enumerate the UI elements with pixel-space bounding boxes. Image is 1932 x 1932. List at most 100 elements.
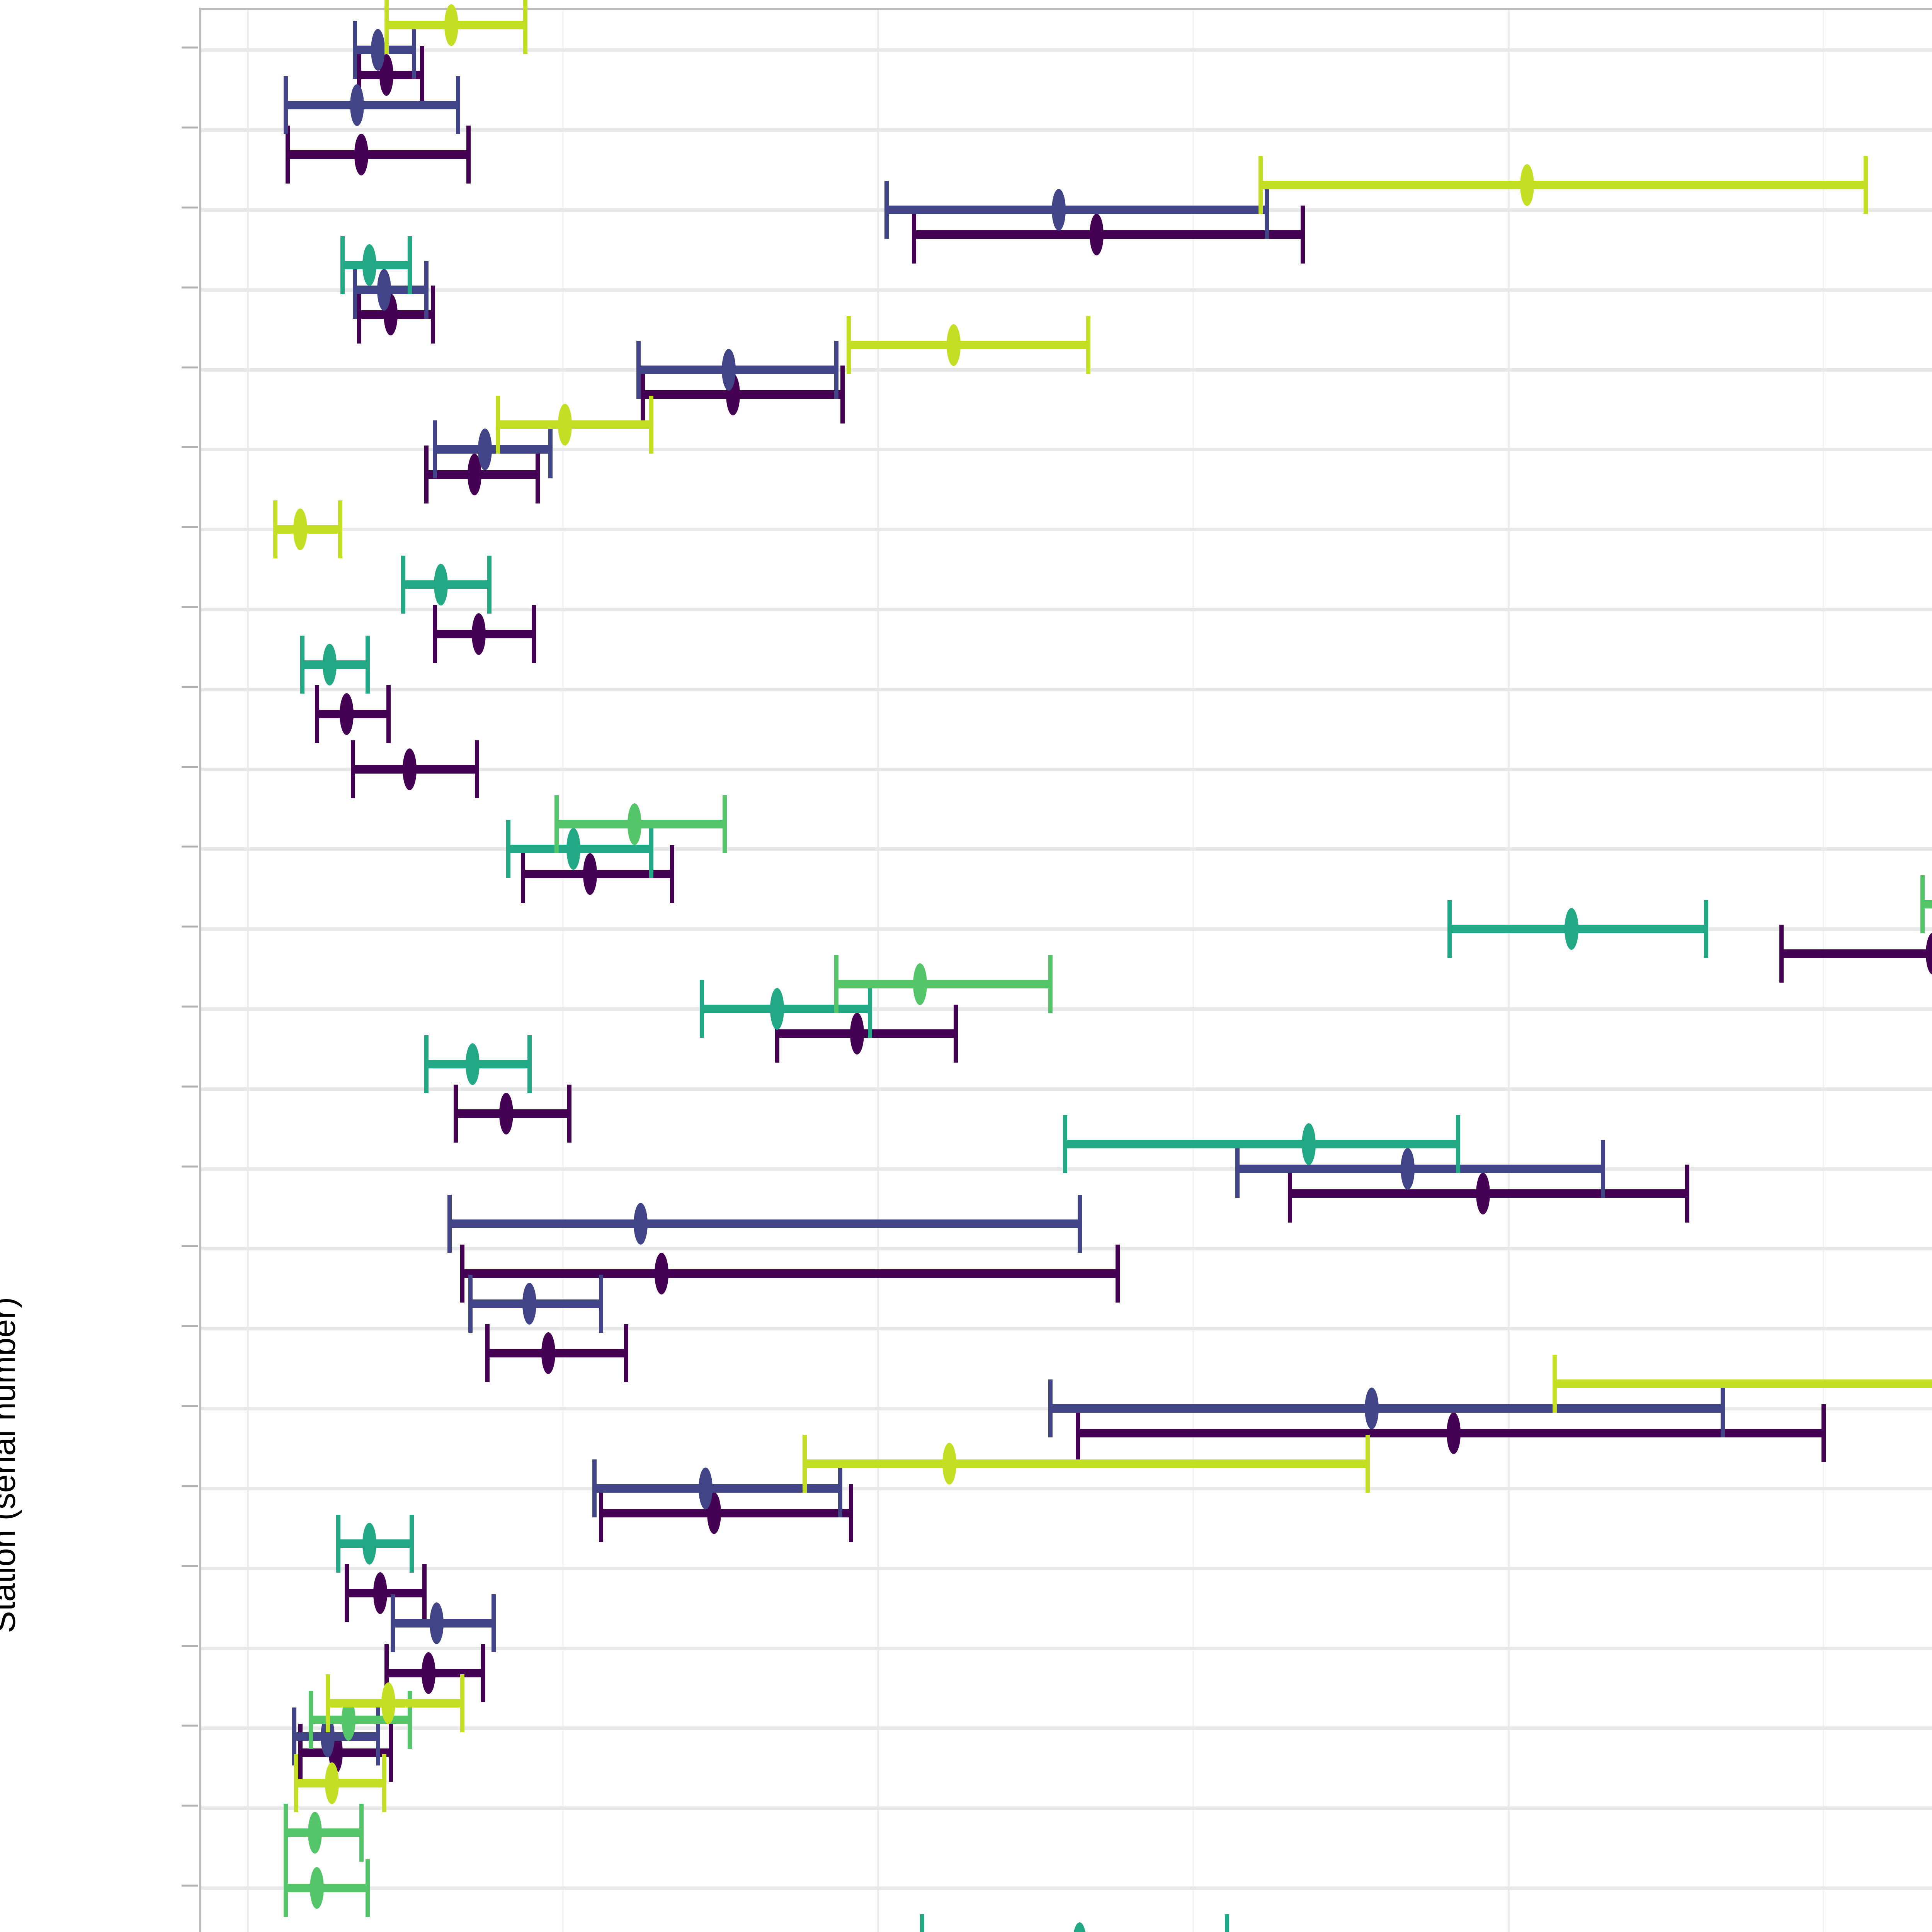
error-bar-cap-upper [1863, 156, 1868, 214]
y-axis-tick-mark [182, 925, 198, 928]
error-bar-cap-lower [1779, 925, 1784, 983]
error-bar-cap-upper [382, 1754, 387, 1812]
error-bar-cap-lower [454, 1084, 458, 1143]
data-point [293, 509, 307, 551]
error-bar-cap-upper [1456, 1115, 1460, 1173]
error-bar-cap-lower [496, 396, 500, 454]
data-point [373, 1572, 387, 1614]
data-point [558, 404, 572, 446]
error-bar-cap-upper [338, 500, 343, 559]
error-bar-cap-lower [273, 500, 277, 559]
error-bar-cap-lower [460, 1244, 464, 1303]
horizontal-gridline [201, 687, 1932, 691]
error-bar-cap-lower [391, 1594, 395, 1653]
horizontal-gridline [201, 1566, 1932, 1570]
data-point [402, 748, 417, 790]
data-point [583, 853, 597, 895]
vertical-gridline-minor [1823, 10, 1825, 1932]
error-bar-cap-upper [649, 820, 653, 878]
y-axis-tick-mark [182, 1005, 198, 1008]
data-point [350, 84, 364, 126]
data-point [1051, 189, 1066, 231]
error-bar-line [1554, 1379, 1932, 1388]
error-bar-cap-upper [567, 1084, 571, 1143]
y-axis-tick-mark [182, 286, 198, 289]
horizontal-gridline [201, 608, 1932, 612]
error-bar-cap-upper [834, 340, 838, 399]
plot-area [199, 0, 1932, 1932]
data-point [1564, 908, 1578, 950]
data-point [362, 244, 377, 286]
error-bar-cap-lower [353, 260, 357, 319]
data-point [430, 1602, 444, 1645]
error-bar-cap-upper [1265, 181, 1269, 239]
data-point [947, 324, 961, 366]
error-bar-cap-lower [1075, 1404, 1080, 1463]
horizontal-gridline [201, 1646, 1932, 1650]
data-point [850, 1013, 864, 1055]
error-bar-line [777, 1029, 956, 1038]
data-point [913, 963, 927, 1005]
error-bar-cap-upper [481, 1644, 485, 1702]
vertical-gridline-minor [1192, 10, 1194, 1932]
error-bar-cap-upper [410, 1514, 414, 1573]
y-axis-tick-mark [182, 1485, 198, 1487]
error-bar-cap-lower [468, 1275, 473, 1333]
error-bar-cap-lower [424, 445, 429, 503]
y-axis-tick-mark [182, 1645, 198, 1647]
error-bar-cap-upper [420, 46, 425, 104]
error-bar-cap-upper [376, 1707, 381, 1765]
error-bar-cap-lower [834, 955, 838, 1013]
horizontal-gridline [201, 847, 1932, 851]
y-axis-tick-mark [182, 46, 198, 49]
error-bar-cap-lower [884, 181, 889, 239]
error-bar-cap-lower [432, 420, 437, 479]
error-bar-cap-upper [838, 1459, 843, 1517]
error-bar-cap-lower [294, 1754, 299, 1812]
y-axis-title: Station (serial number) [0, 1297, 22, 1633]
error-bar-cap-upper [548, 420, 553, 479]
y-axis-tick-mark [182, 766, 198, 768]
error-bar-cap-upper [388, 1724, 393, 1782]
horizontal-gridline [201, 48, 1932, 52]
error-bar-cap-upper [359, 1804, 364, 1862]
error-bar-cap-upper [474, 740, 479, 798]
error-bar-cap-lower [1920, 875, 1925, 934]
error-bar-line [462, 1269, 1118, 1278]
error-bar-cap-upper [523, 0, 527, 54]
error-bar-line [1237, 1164, 1603, 1173]
error-bar-line [1922, 900, 1932, 909]
error-bar-cap-upper [365, 1859, 370, 1917]
y-axis-tick-mark [182, 126, 198, 129]
error-bar-cap-lower [300, 635, 305, 694]
error-bar-cap-lower [344, 1564, 349, 1622]
data-point [339, 693, 354, 735]
horizontal-gridline [201, 1087, 1932, 1091]
error-bar-cap-upper [954, 1005, 958, 1063]
error-bar-cap-lower [424, 1035, 429, 1093]
error-bar-line [434, 445, 550, 454]
vertical-gridline [1507, 10, 1510, 1932]
error-bar-cap-upper [840, 365, 845, 423]
horizontal-gridline [201, 1806, 1932, 1810]
data-point [655, 1252, 669, 1294]
error-bar-cap-upper [1685, 1164, 1689, 1223]
error-bar-cap-upper [531, 605, 536, 663]
error-bar-cap-lower [336, 1514, 340, 1573]
y-axis-tick-mark [182, 366, 198, 369]
error-bar-cap-upper [527, 1035, 532, 1093]
error-bar-cap-lower [325, 1674, 330, 1733]
data-point [478, 429, 492, 471]
error-bar-cap-upper [1721, 1379, 1725, 1438]
error-bar-cap-lower [283, 1859, 288, 1917]
y-axis-tick-mark [182, 845, 198, 848]
data-point [1400, 1148, 1415, 1190]
data-point [1301, 1123, 1316, 1165]
error-bar-cap-upper [849, 1484, 853, 1542]
error-bar-cap-upper [466, 126, 471, 184]
error-bar-cap-upper [624, 1324, 628, 1383]
y-axis-tick-mark [182, 1565, 198, 1567]
vertical-gridline [247, 10, 249, 1932]
error-bar-cap-lower [292, 1707, 296, 1765]
error-bar-cap-lower [485, 1324, 490, 1383]
